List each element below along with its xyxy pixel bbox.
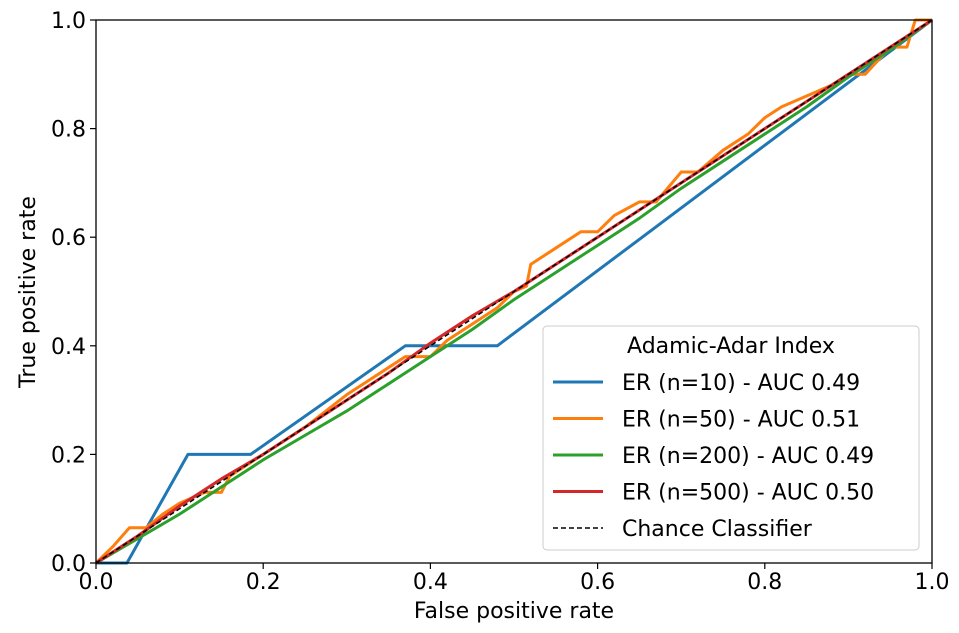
x-tick-label: 0.0 (79, 570, 114, 595)
y-tick-label: 0.8 (51, 118, 86, 143)
legend-label-2: ER (n=200) - AUC 0.49 (622, 444, 874, 469)
y-tick-label: 0.6 (51, 226, 86, 251)
x-tick-label: 1.0 (915, 570, 950, 595)
x-tick-label: 0.6 (580, 570, 615, 595)
legend-title: Adamic-Adar Index (627, 334, 835, 359)
series-line-4 (95, 19, 933, 564)
legend-label-1: ER (n=50) - AUC 0.51 (622, 408, 860, 433)
y-tick-label: 0.2 (51, 443, 86, 468)
y-axis-label: True positive rate (16, 196, 41, 389)
y-tick-label: 0.0 (51, 552, 86, 577)
x-tick-label: 0.2 (246, 570, 281, 595)
legend-label-3: ER (n=500) - AUC 0.50 (622, 481, 874, 506)
legend-items: ER (n=10) - AUC 0.49 ER (n=50) - AUC 0.51… (553, 371, 874, 542)
legend-label-4: Chance Classifier (622, 517, 813, 542)
y-axis: 0.0 0.2 0.4 0.6 0.8 1.0 (51, 9, 96, 577)
x-axis: 0.0 0.2 0.4 0.6 0.8 1.0 (79, 563, 950, 595)
legend-box (542, 325, 920, 551)
series-line-2 (95, 18, 933, 565)
legend-label-0: ER (n=10) - AUC 0.49 (622, 371, 860, 396)
legend: Adamic-Adar Index ER (n=10) - AUC 0.49ER… (542, 325, 920, 551)
y-tick-label: 0.4 (51, 335, 86, 360)
x-tick-label: 0.8 (747, 570, 782, 595)
x-tick-label: 0.4 (413, 570, 448, 595)
plot-frame (95, 19, 933, 564)
x-axis-label: False positive rate (414, 599, 614, 624)
series-line-1 (94, 18, 932, 565)
y-tick-label: 1.0 (51, 9, 86, 34)
